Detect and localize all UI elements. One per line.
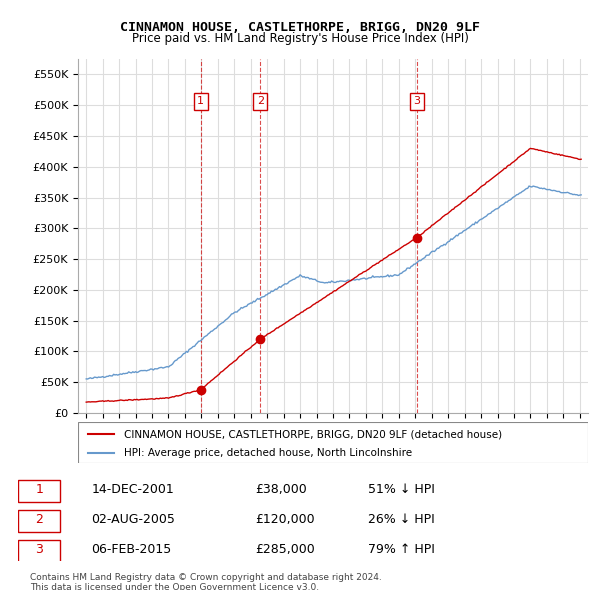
FancyBboxPatch shape [18,480,60,502]
Text: 79% ↑ HPI: 79% ↑ HPI [368,543,434,556]
Text: 1: 1 [35,483,43,496]
Text: 3: 3 [413,97,421,106]
Text: £38,000: £38,000 [255,483,307,496]
FancyBboxPatch shape [78,422,588,463]
Text: 1: 1 [197,97,204,106]
Text: 26% ↓ HPI: 26% ↓ HPI [368,513,434,526]
Text: This data is licensed under the Open Government Licence v3.0.: This data is licensed under the Open Gov… [30,583,319,590]
Text: Contains HM Land Registry data © Crown copyright and database right 2024.: Contains HM Land Registry data © Crown c… [30,573,382,582]
Text: 06-FEB-2015: 06-FEB-2015 [91,543,172,556]
Text: 2: 2 [257,97,264,106]
FancyBboxPatch shape [18,510,60,532]
Text: 51% ↓ HPI: 51% ↓ HPI [368,483,434,496]
Text: 02-AUG-2005: 02-AUG-2005 [91,513,175,526]
Text: 3: 3 [35,543,43,556]
Text: £120,000: £120,000 [255,513,314,526]
Text: 2: 2 [35,513,43,526]
Text: CINNAMON HOUSE, CASTLETHORPE, BRIGG, DN20 9LF: CINNAMON HOUSE, CASTLETHORPE, BRIGG, DN2… [120,21,480,34]
Text: 14-DEC-2001: 14-DEC-2001 [91,483,174,496]
Text: CINNAMON HOUSE, CASTLETHORPE, BRIGG, DN20 9LF (detached house): CINNAMON HOUSE, CASTLETHORPE, BRIGG, DN2… [124,430,502,439]
Text: HPI: Average price, detached house, North Lincolnshire: HPI: Average price, detached house, Nort… [124,448,412,458]
Text: Price paid vs. HM Land Registry's House Price Index (HPI): Price paid vs. HM Land Registry's House … [131,32,469,45]
Text: £285,000: £285,000 [255,543,314,556]
FancyBboxPatch shape [18,540,60,562]
